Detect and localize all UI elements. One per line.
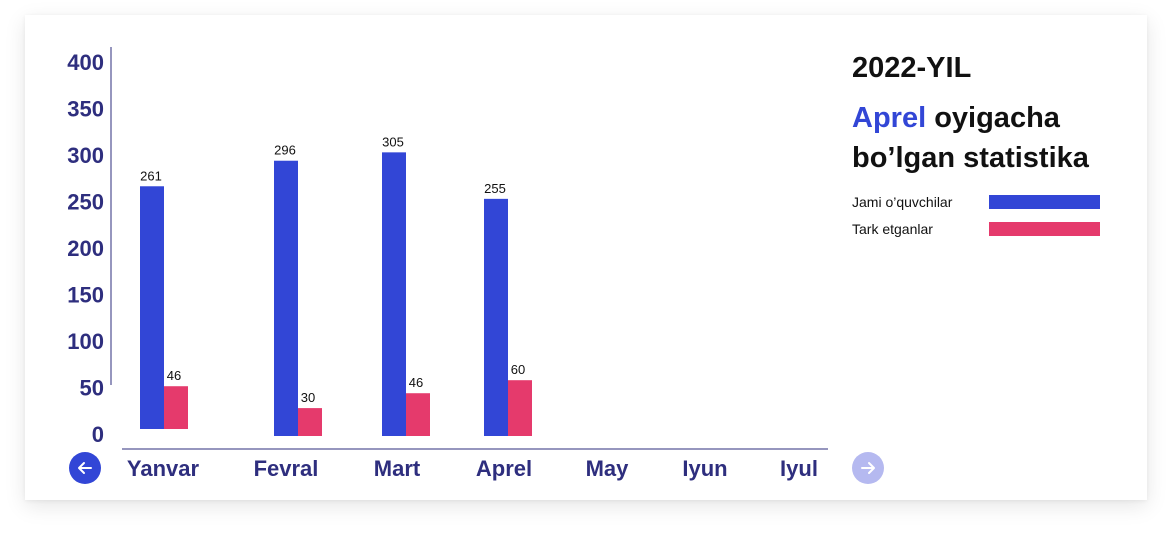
y-tick-label: 100: [67, 329, 104, 354]
bars-group: 261 46 296 30 305 46 255 60: [140, 134, 532, 436]
bar: [140, 186, 164, 429]
chart-info-panel: 2022-YIL Aprel oyigacha bo’lgan statisti…: [852, 50, 1152, 242]
data-label: 305: [382, 134, 404, 149]
x-tick-label: Iyul: [780, 456, 818, 481]
y-axis-ticks: 400 350 300 250 200 150 100 50 0: [67, 50, 104, 447]
chart-subtitle: Aprel oyigacha bo’lgan statistika: [852, 98, 1152, 178]
y-tick-label: 50: [80, 376, 104, 401]
x-tick-label: Yanvar: [127, 456, 200, 481]
y-tick-label: 350: [67, 97, 104, 122]
data-label: 296: [274, 143, 296, 158]
bar: [508, 380, 532, 436]
data-label: 46: [409, 375, 423, 390]
arrow-left-icon: [78, 462, 92, 474]
bar: [406, 393, 430, 436]
x-axis-ticks: Yanvar Fevral Mart Aprel May Iyun Iyul: [127, 456, 818, 481]
x-tick-label: May: [586, 456, 630, 481]
subtitle-line1-rest: oyigacha: [926, 102, 1060, 134]
legend-item: Tark etganlar: [852, 215, 1152, 242]
x-tick-label: Fevral: [254, 456, 319, 481]
bar: [382, 152, 406, 436]
data-label: 30: [301, 390, 315, 405]
x-tick-label: Iyun: [682, 456, 727, 481]
y-tick-label: 250: [67, 190, 104, 215]
x-tick-label: Mart: [374, 456, 421, 481]
chart-title: 2022-YIL: [852, 52, 972, 84]
legend-label: Jami o’quvchilar: [852, 193, 953, 210]
data-label: 46: [167, 368, 181, 383]
data-label: 255: [484, 181, 506, 196]
x-tick-label: Aprel: [476, 456, 532, 481]
arrow-right-icon: [861, 462, 875, 474]
legend-label: Tark etganlar: [852, 220, 933, 237]
chart-card: [25, 15, 1147, 500]
bar: [484, 198, 508, 436]
y-tick-label: 400: [67, 50, 104, 75]
data-label: 261: [140, 168, 162, 183]
legend-item: Jami o’quvchilar: [852, 188, 1152, 215]
bar: [298, 408, 322, 436]
bar: [274, 160, 298, 436]
previous-button[interactable]: [69, 452, 101, 484]
subtitle-line2: bo’lgan statistika: [852, 142, 1089, 174]
legend-swatch: [989, 194, 1100, 209]
data-label: 60: [511, 362, 525, 377]
y-tick-label: 200: [67, 236, 104, 261]
y-tick-label: 300: [67, 143, 104, 168]
bar: [164, 386, 188, 429]
y-tick-label: 150: [67, 283, 104, 308]
legend: Jami o’quvchilar Tark etganlar: [852, 188, 1152, 242]
subtitle-highlight-month: Aprel: [852, 102, 927, 134]
next-button[interactable]: [852, 452, 884, 484]
legend-swatch: [989, 221, 1100, 236]
y-tick-label: 0: [92, 422, 104, 447]
